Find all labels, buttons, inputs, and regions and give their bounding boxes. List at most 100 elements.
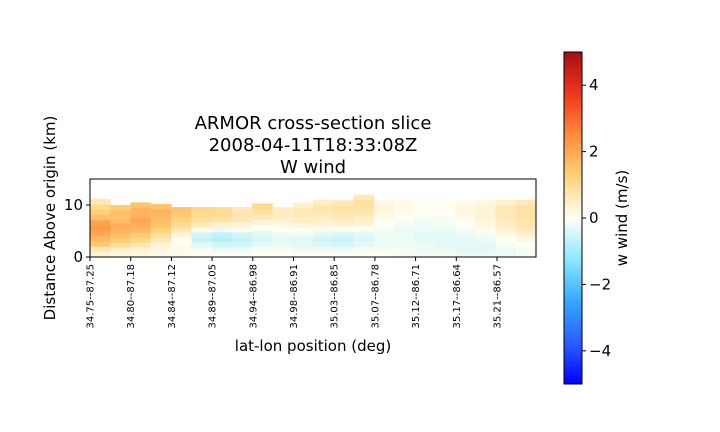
heatmap-cell xyxy=(272,252,294,258)
heatmap-cell xyxy=(434,225,456,232)
heatmap-cell xyxy=(272,227,294,233)
heatmap-cell xyxy=(292,217,314,223)
y-tick-label: 0 xyxy=(73,248,83,266)
heatmap-cell xyxy=(454,215,476,221)
heatmap-cell xyxy=(515,231,537,237)
heatmap-cell xyxy=(90,219,111,226)
heatmap-cell xyxy=(211,237,233,243)
heatmap-cell xyxy=(495,215,517,221)
heatmap-cell xyxy=(333,226,354,232)
chart-title-line-1: ARMOR cross-section slice xyxy=(195,113,432,134)
heatmap-cell xyxy=(495,220,517,227)
heatmap-cell xyxy=(191,232,213,238)
x-tick-label: 35.21--86.57 xyxy=(493,264,504,328)
y-axis-label: Distance Above origin (km) xyxy=(41,116,59,321)
heatmap-cell xyxy=(373,251,395,258)
heatmap-cell xyxy=(130,252,152,258)
heatmap-cell xyxy=(414,215,436,221)
x-tick-label: 35.17--86.64 xyxy=(452,264,463,328)
heatmap-cell xyxy=(515,210,537,216)
heatmap-cell xyxy=(475,231,496,237)
heatmap-cell xyxy=(313,225,334,232)
heatmap-cell xyxy=(495,241,517,247)
heatmap-cell xyxy=(313,236,334,242)
heatmap-cell xyxy=(90,225,111,231)
heatmap-cell xyxy=(394,210,415,216)
colorbar-tick-label: −4 xyxy=(589,342,611,360)
heatmap-cell xyxy=(90,251,111,258)
x-tick-label: 34.98--86.91 xyxy=(289,264,300,328)
heatmap-cell xyxy=(414,251,436,258)
heatmap-cell xyxy=(292,252,314,258)
heatmap-cell xyxy=(292,247,314,253)
heatmap-cell xyxy=(231,217,253,223)
colorbar xyxy=(563,51,583,385)
heatmap-cell xyxy=(353,241,375,247)
heatmap-cell xyxy=(231,212,253,218)
y-axis-ticks: 0 10 xyxy=(64,196,90,266)
heatmap-cell xyxy=(171,242,192,248)
heatmap-cells xyxy=(90,194,537,258)
heatmap-cell xyxy=(454,210,476,216)
heatmap-cell xyxy=(373,236,395,242)
heatmap-cell xyxy=(313,215,334,221)
heatmap-cell xyxy=(191,217,213,223)
heatmap-cell xyxy=(353,225,375,232)
heatmap-cell xyxy=(110,233,131,239)
x-axis-label: lat-lon position (deg) xyxy=(235,337,391,355)
heatmap-cell xyxy=(434,246,456,253)
heatmap-cell xyxy=(495,225,517,232)
heatmap-cell xyxy=(373,246,395,253)
heatmap-cell xyxy=(434,236,456,242)
heatmap-cell xyxy=(475,205,496,211)
heatmap-cell xyxy=(292,222,314,228)
heatmap-cell xyxy=(272,222,294,228)
heatmap-cell xyxy=(454,199,476,206)
heatmap-cell xyxy=(373,220,395,227)
heatmap-cell xyxy=(292,202,314,208)
heatmap-cell xyxy=(171,252,192,258)
heatmap-cell xyxy=(394,220,415,227)
heatmap-cell xyxy=(353,215,375,221)
heatmap-cell xyxy=(110,228,131,234)
heatmap-cell xyxy=(272,237,294,243)
x-tick-label: 34.75--87.25 xyxy=(86,264,97,328)
heatmap-cell xyxy=(313,241,334,247)
heatmap-cell xyxy=(90,246,111,253)
plot-frame xyxy=(89,178,537,258)
heatmap-cell xyxy=(292,237,314,243)
heatmap-cell xyxy=(353,236,375,242)
heatmap-cell xyxy=(313,205,334,211)
heatmap-cell xyxy=(313,246,334,253)
x-tick-label: 35.07--86.78 xyxy=(370,264,381,328)
heatmap-cell xyxy=(231,227,253,233)
heatmap-cell xyxy=(252,251,273,258)
heatmap-cell xyxy=(353,251,375,258)
heatmap-cell xyxy=(394,236,415,242)
heatmap-cell xyxy=(292,242,314,248)
heatmap-cell xyxy=(110,242,131,248)
heatmap-cell xyxy=(90,230,111,237)
heatmap-cell xyxy=(231,207,253,213)
colorbar-tick-label: −2 xyxy=(589,275,611,293)
heatmap-cell xyxy=(414,246,436,253)
heatmap-cell xyxy=(333,220,354,227)
heatmap-cell xyxy=(475,246,496,253)
heatmap-cell xyxy=(454,205,476,211)
heatmap-cell xyxy=(414,210,436,216)
heatmap-cell xyxy=(130,212,152,218)
colorbar-tick-label: 0 xyxy=(589,209,599,227)
heatmap-cell xyxy=(475,241,496,247)
heatmap-cell xyxy=(313,220,334,227)
heatmap-cell xyxy=(515,236,537,242)
heatmap-cell xyxy=(211,212,233,218)
heatmap-cell xyxy=(130,247,152,253)
heatmap-cell xyxy=(414,205,436,211)
heatmap-cell xyxy=(90,235,111,242)
heatmap-cell xyxy=(454,220,476,227)
x-tick-label: 34.84--87.12 xyxy=(167,264,178,328)
heatmap-cell xyxy=(373,205,395,211)
heatmap-cell xyxy=(475,220,496,227)
heatmap-cell xyxy=(515,251,537,258)
heatmap-cell xyxy=(292,227,314,233)
